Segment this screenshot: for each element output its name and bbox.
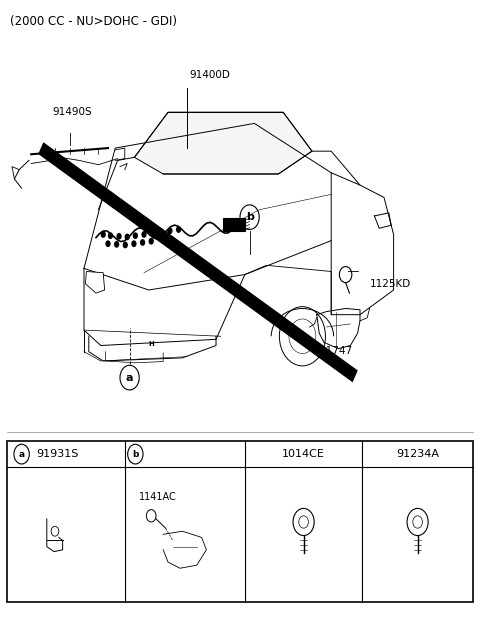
Circle shape <box>108 233 113 239</box>
Text: b: b <box>132 450 139 458</box>
Text: (2000 CC - NU>DOHC - GDI): (2000 CC - NU>DOHC - GDI) <box>10 15 177 28</box>
Circle shape <box>125 233 130 241</box>
Circle shape <box>167 227 172 234</box>
Text: 91931S: 91931S <box>36 449 78 459</box>
Polygon shape <box>38 142 358 383</box>
Circle shape <box>114 241 119 248</box>
Circle shape <box>150 230 156 237</box>
Circle shape <box>140 239 145 246</box>
Circle shape <box>106 241 110 247</box>
Text: H: H <box>148 341 154 347</box>
Text: b: b <box>246 212 253 222</box>
Text: a: a <box>19 450 24 458</box>
Text: 91400D: 91400D <box>190 70 230 80</box>
Circle shape <box>149 238 154 245</box>
Circle shape <box>132 241 136 247</box>
Polygon shape <box>85 271 105 293</box>
Text: 1141AC: 1141AC <box>139 492 177 502</box>
Text: 91490S: 91490S <box>53 107 93 117</box>
Circle shape <box>122 242 128 249</box>
Circle shape <box>132 233 138 239</box>
FancyBboxPatch shape <box>223 218 245 231</box>
Text: 91234A: 91234A <box>396 449 439 459</box>
Circle shape <box>158 229 164 236</box>
Text: 91747: 91747 <box>319 346 353 355</box>
Circle shape <box>142 231 147 238</box>
Circle shape <box>101 231 106 238</box>
Text: 1125KD: 1125KD <box>370 279 411 289</box>
Bar <box>7 441 473 602</box>
Polygon shape <box>134 112 312 174</box>
Text: a: a <box>126 373 133 383</box>
Circle shape <box>116 233 122 240</box>
Circle shape <box>176 226 181 233</box>
Text: 1014CE: 1014CE <box>282 449 325 459</box>
